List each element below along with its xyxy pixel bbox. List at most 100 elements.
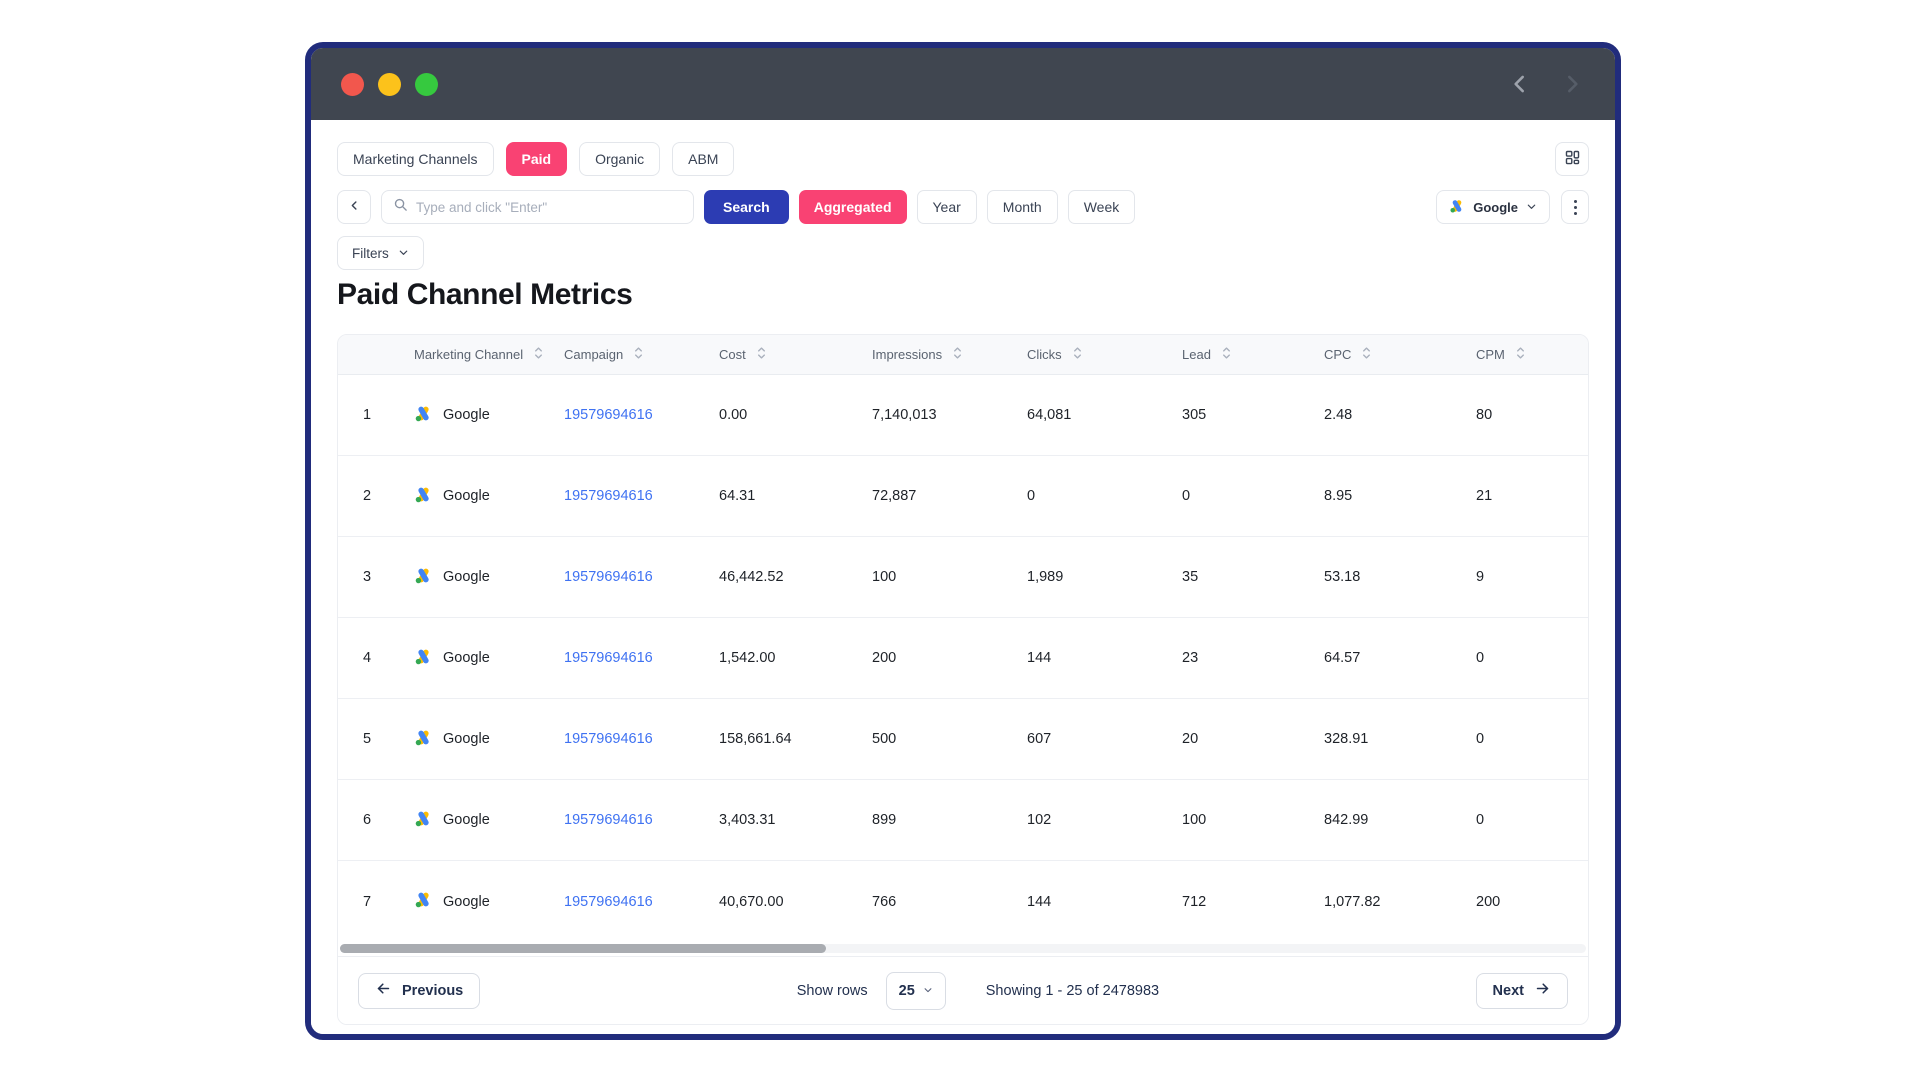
column-header[interactable]: CPM bbox=[1458, 346, 1588, 363]
campaign-link[interactable]: 19579694616 bbox=[564, 407, 653, 423]
table-row[interactable]: 6 Google 19579694616 3,403.31 899 102 10… bbox=[338, 780, 1588, 861]
channel-name: Google bbox=[443, 650, 490, 666]
sort-icon[interactable] bbox=[1071, 346, 1084, 363]
table-row[interactable]: 7 Google 19579694616 40,670.00 766 144 7… bbox=[338, 861, 1588, 942]
cpm-cell: 80 bbox=[1476, 407, 1493, 423]
column-header[interactable]: Impressions bbox=[854, 346, 1009, 363]
cpm-cell: 0 bbox=[1476, 812, 1485, 828]
campaign-link[interactable]: 19579694616 bbox=[564, 812, 653, 828]
tab-marketing-channels[interactable]: Marketing Channels bbox=[337, 142, 494, 176]
channel-tabs: Marketing Channels Paid Organic ABM bbox=[337, 142, 1589, 176]
layout-grid-icon bbox=[1564, 149, 1581, 169]
cost-cell: 158,661.64 bbox=[719, 731, 792, 747]
show-rows-label: Show rows bbox=[796, 982, 868, 999]
next-page-button[interactable]: Next bbox=[1475, 972, 1568, 1009]
tab-organic[interactable]: Organic bbox=[579, 142, 661, 176]
table-row[interactable]: 3 Google 19579694616 46,442.52 100 1,989… bbox=[338, 537, 1588, 618]
kebab-icon bbox=[1573, 199, 1577, 203]
sort-icon[interactable] bbox=[755, 346, 768, 363]
sort-icon[interactable] bbox=[951, 346, 964, 363]
month-button[interactable]: Month bbox=[986, 190, 1058, 224]
year-button[interactable]: Year bbox=[916, 190, 977, 224]
clicks-cell: 144 bbox=[1027, 650, 1052, 666]
campaign-cell: 19579694616 bbox=[546, 407, 701, 423]
page-size-select[interactable]: 25 bbox=[885, 971, 946, 1010]
week-button[interactable]: Week bbox=[1067, 190, 1136, 224]
lead-cell: 100 bbox=[1182, 812, 1207, 828]
sort-icon[interactable] bbox=[1514, 346, 1527, 363]
metrics-table-card: Marketing Channel Campaign Cost Impressi… bbox=[337, 334, 1589, 1025]
channel-select-dropdown[interactable]: Google bbox=[1436, 190, 1550, 224]
search-button[interactable]: Search bbox=[704, 190, 789, 224]
cost-cell: 3,403.31 bbox=[719, 812, 776, 828]
table-row[interactable]: 5 Google 19579694616 158,661.64 500 607 … bbox=[338, 699, 1588, 780]
cost-cell: 0.00 bbox=[719, 407, 748, 423]
aggregated-button[interactable]: Aggregated bbox=[798, 190, 907, 224]
filters-button[interactable]: Filters bbox=[337, 236, 424, 270]
campaign-cell: 19579694616 bbox=[546, 488, 701, 504]
google-ads-icon bbox=[414, 890, 433, 913]
sort-icon[interactable] bbox=[532, 346, 545, 363]
table-row[interactable]: 2 Google 19579694616 64.31 72,887 0 0 8.… bbox=[338, 456, 1588, 537]
browser-forward-icon bbox=[1559, 71, 1585, 97]
search-input[interactable] bbox=[416, 199, 682, 215]
campaign-link[interactable]: 19579694616 bbox=[564, 650, 653, 666]
horizontal-scrollbar bbox=[338, 942, 1588, 956]
search-field[interactable] bbox=[381, 190, 694, 224]
column-header[interactable]: Lead bbox=[1164, 346, 1306, 363]
sort-icon[interactable] bbox=[1220, 346, 1233, 363]
column-header[interactable]: Clicks bbox=[1009, 346, 1164, 363]
sort-icon[interactable] bbox=[1360, 346, 1373, 363]
cpm-cell: 0 bbox=[1476, 731, 1485, 747]
table-row[interactable]: 1 Google 19579694616 0.00 7,140,013 64,0… bbox=[338, 375, 1588, 456]
table-header: Marketing Channel Campaign Cost Impressi… bbox=[338, 335, 1588, 375]
impressions-cell: 500 bbox=[872, 731, 897, 747]
tab-paid[interactable]: Paid bbox=[505, 142, 568, 176]
maximize-window-button[interactable] bbox=[415, 72, 438, 96]
cost-cell: 64.31 bbox=[719, 488, 756, 504]
chevron-left-icon bbox=[348, 199, 361, 215]
pagination-bar: Previous Show rows 25 Showing 1 - 25 of … bbox=[338, 956, 1588, 1024]
scrollbar-track[interactable] bbox=[340, 944, 1586, 953]
tab-abm[interactable]: ABM bbox=[672, 142, 735, 176]
impressions-cell: 899 bbox=[872, 812, 897, 828]
marketing-channel-cell: Google bbox=[396, 566, 546, 589]
sort-icon[interactable] bbox=[632, 346, 645, 363]
row-index: 2 bbox=[362, 488, 372, 504]
row-index: 5 bbox=[362, 731, 372, 747]
marketing-channel-cell: Google bbox=[396, 809, 546, 832]
cpm-cell: 0 bbox=[1476, 650, 1485, 666]
column-header[interactable]: Marketing Channel bbox=[396, 346, 546, 363]
page-size-value: 25 bbox=[898, 982, 915, 999]
marketing-channel-cell: Google bbox=[396, 404, 546, 427]
browser-back-icon[interactable] bbox=[1507, 71, 1533, 97]
next-label: Next bbox=[1492, 982, 1524, 999]
column-header[interactable]: Campaign bbox=[546, 346, 701, 363]
campaign-cell: 19579694616 bbox=[546, 650, 701, 666]
table-row[interactable]: 4 Google 19579694616 1,542.00 200 144 23… bbox=[338, 618, 1588, 699]
campaign-link[interactable]: 19579694616 bbox=[564, 569, 653, 585]
column-header[interactable]: Cost bbox=[701, 346, 854, 363]
minimize-window-button[interactable] bbox=[378, 72, 401, 96]
cost-cell: 46,442.52 bbox=[719, 569, 784, 585]
campaign-link[interactable]: 19579694616 bbox=[564, 488, 653, 504]
cpc-cell: 64.57 bbox=[1324, 650, 1361, 666]
cpc-cell: 842.99 bbox=[1324, 812, 1369, 828]
close-window-button[interactable] bbox=[341, 72, 364, 96]
google-ads-icon bbox=[414, 566, 433, 589]
campaign-link[interactable]: 19579694616 bbox=[564, 893, 653, 910]
google-ads-icon bbox=[414, 647, 433, 670]
column-header[interactable]: CPC bbox=[1306, 346, 1458, 363]
column-header-label: Clicks bbox=[1027, 347, 1062, 362]
column-header-label: CPM bbox=[1476, 347, 1505, 362]
lead-cell: 23 bbox=[1182, 650, 1199, 666]
collapse-back-button[interactable] bbox=[337, 190, 371, 224]
cpm-cell: 21 bbox=[1476, 488, 1493, 504]
layout-grid-button[interactable] bbox=[1555, 142, 1589, 176]
clicks-cell: 1,989 bbox=[1027, 569, 1064, 585]
campaign-link[interactable]: 19579694616 bbox=[564, 731, 653, 747]
scrollbar-thumb[interactable] bbox=[340, 944, 826, 953]
more-options-button[interactable] bbox=[1561, 190, 1589, 224]
previous-page-button[interactable]: Previous bbox=[358, 972, 481, 1009]
campaign-cell: 19579694616 bbox=[546, 731, 701, 747]
